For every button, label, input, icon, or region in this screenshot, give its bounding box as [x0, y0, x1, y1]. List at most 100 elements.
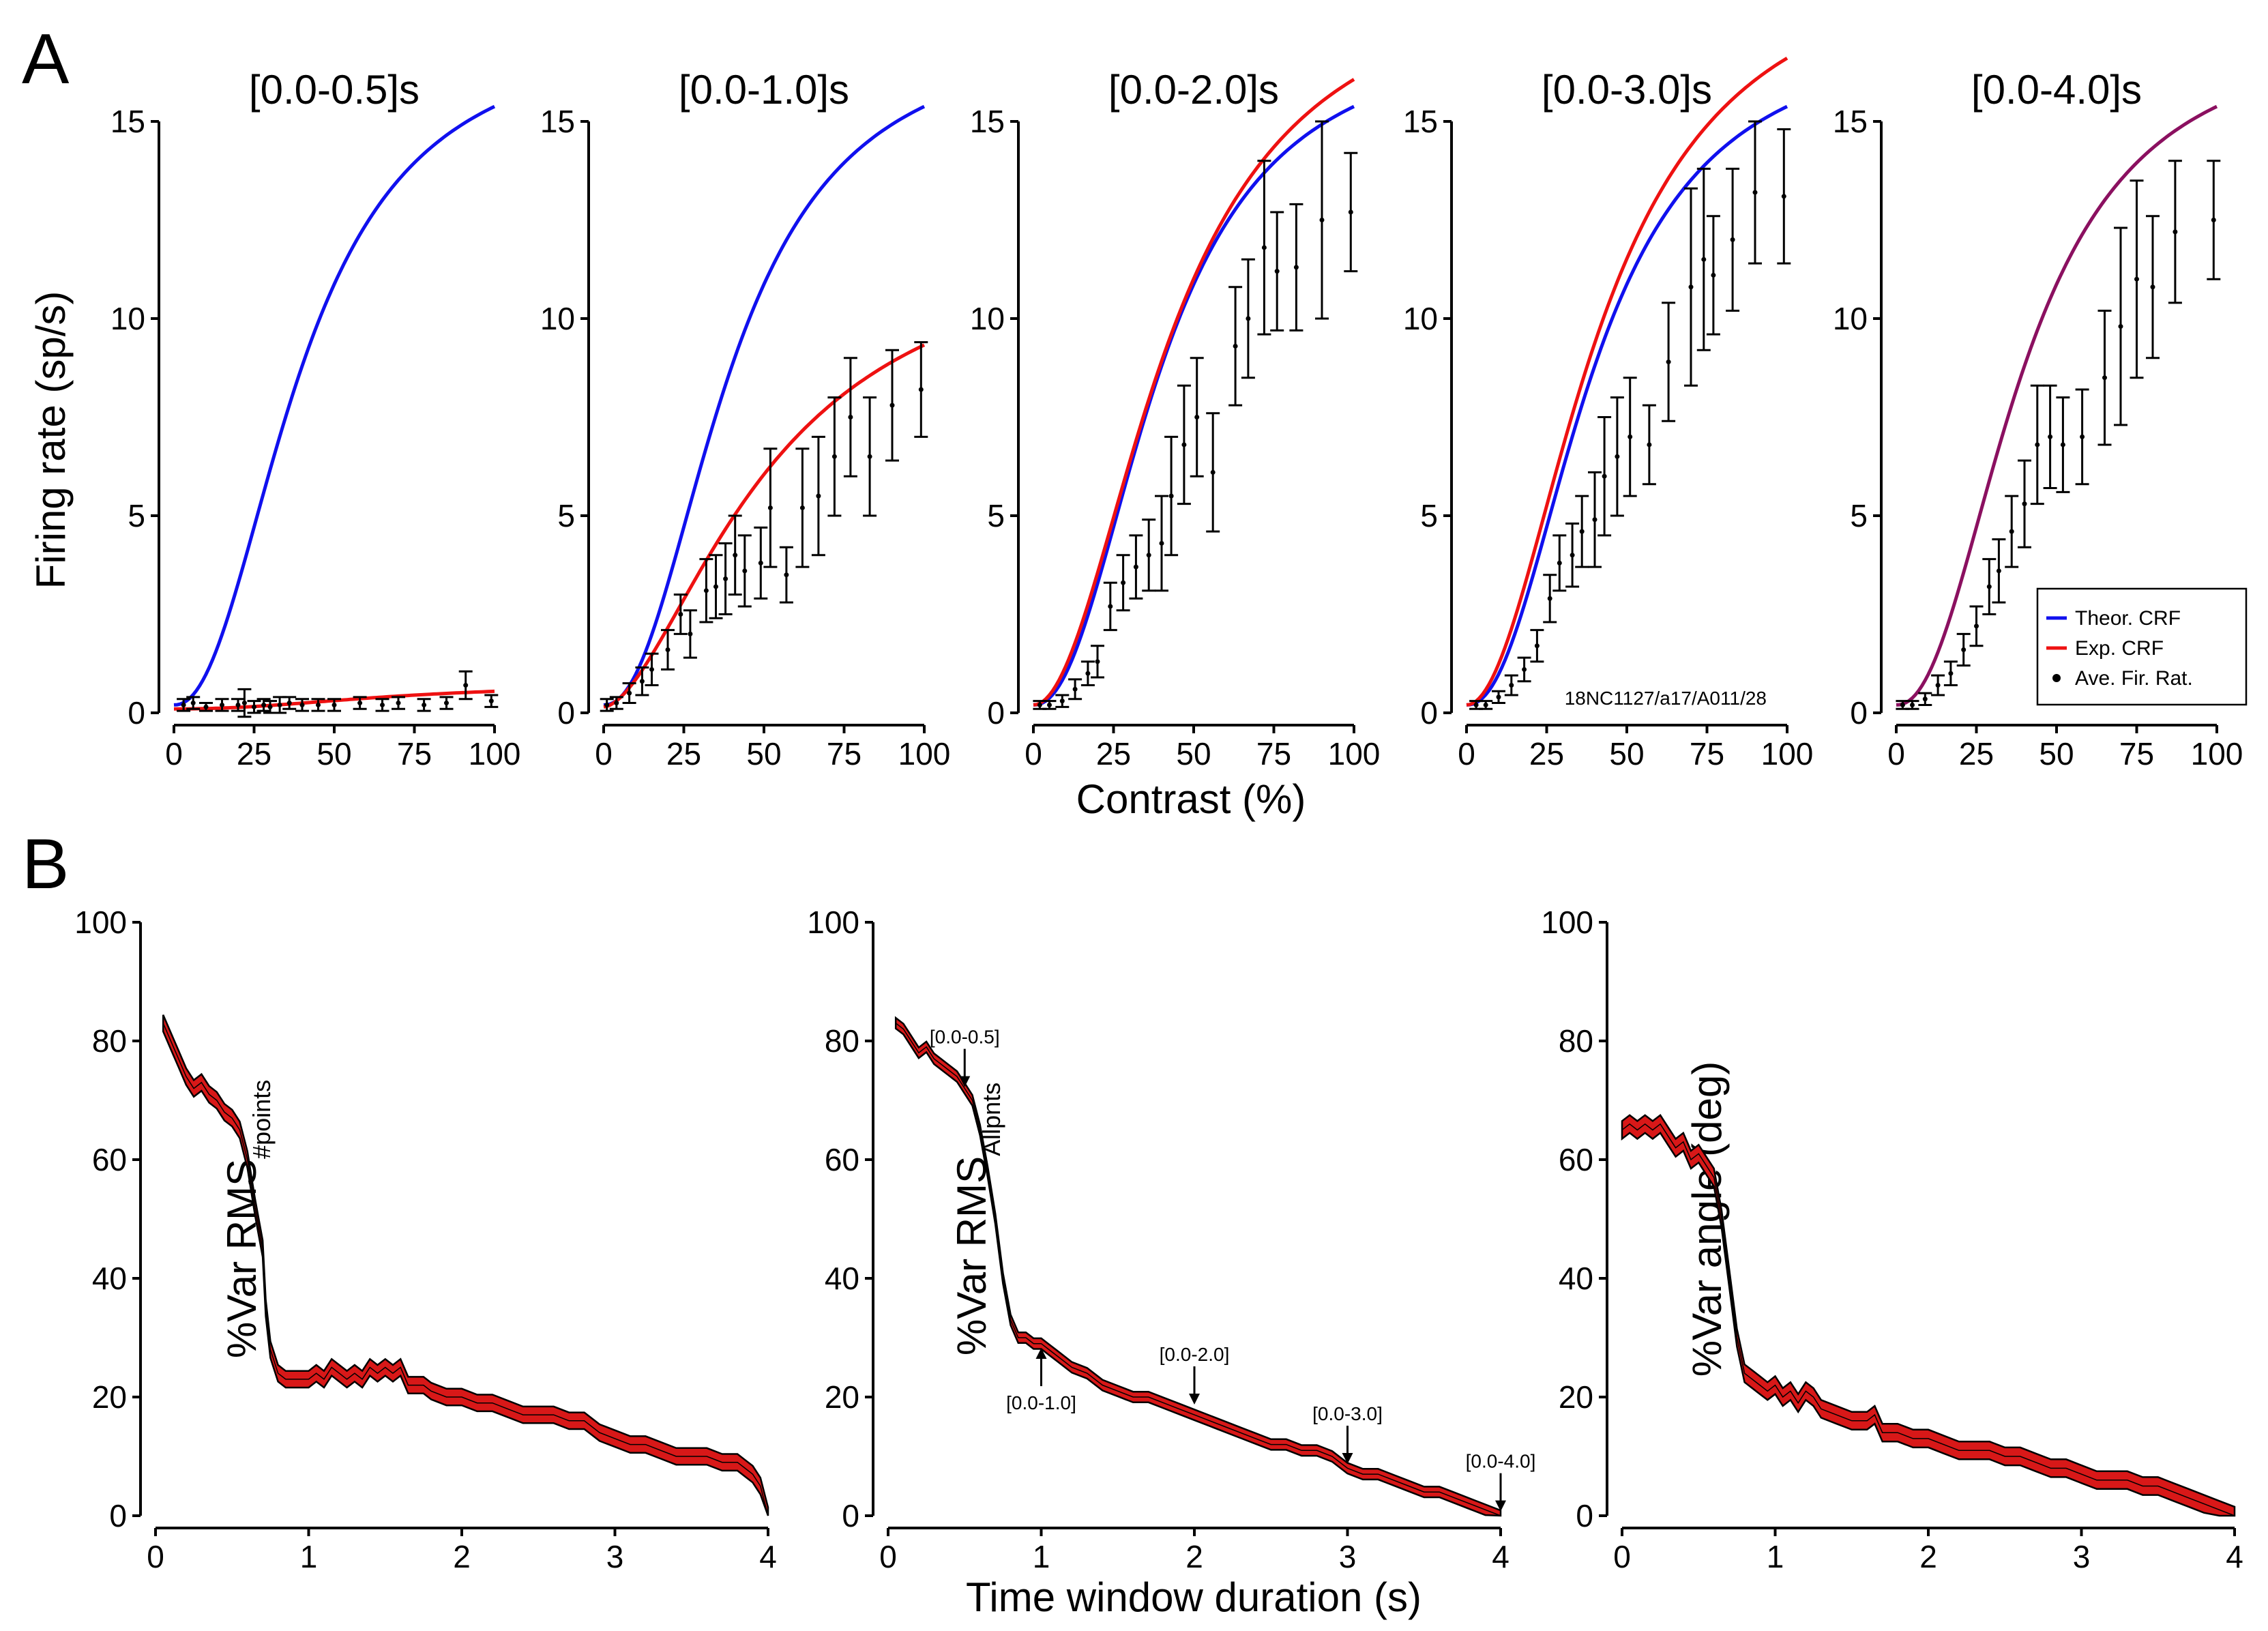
- y-tick-label: 20: [825, 1379, 859, 1415]
- data-point: [767, 505, 773, 510]
- chart-a5: Theor. CRF Exp. CRF Ave. Fir. Rat. 0 5 10 1…: [1833, 67, 2248, 772]
- data-point: [277, 702, 282, 707]
- legend-label-ave: Ave. Fir. Rat.: [2075, 667, 2193, 690]
- data-point: [190, 701, 196, 706]
- y-tick-label: 10: [1403, 301, 1438, 336]
- data-point: [1095, 659, 1100, 664]
- data-point: [816, 493, 821, 499]
- y-tick-label: 100: [807, 905, 859, 940]
- data-point: [463, 683, 469, 688]
- data-point: [1922, 696, 1928, 702]
- y-tick-label: 15: [970, 104, 1005, 139]
- data-point: [2022, 501, 2027, 507]
- data-point: [1233, 343, 1238, 349]
- data-point: [703, 588, 709, 593]
- panel-a-x-axis-label: Contrast (%): [1076, 776, 1306, 822]
- data-point: [1961, 647, 1967, 653]
- data-point: [2102, 375, 2107, 381]
- data-point: [396, 701, 401, 706]
- data-point: [889, 402, 895, 408]
- data-point: [867, 454, 872, 459]
- data-point: [1159, 540, 1164, 546]
- y-tick-label: 15: [540, 104, 575, 139]
- theor-crf-line: [173, 104, 496, 707]
- data-point: [252, 704, 256, 709]
- y-tick-label: 40: [1559, 1261, 1593, 1296]
- data-point: [2080, 434, 2085, 439]
- data-point: [299, 702, 305, 707]
- variance-line: [162, 1023, 769, 1516]
- data-point: [1986, 584, 1992, 589]
- data-point: [649, 666, 654, 672]
- data-point: [614, 701, 619, 706]
- y-tick-label: 60: [92, 1142, 127, 1177]
- x-tick-label: 50: [746, 736, 781, 772]
- data-point: [742, 568, 748, 574]
- y-tick-label: 5: [1420, 498, 1438, 533]
- data-point: [784, 572, 789, 578]
- x-tick-label: 25: [1096, 736, 1131, 772]
- data-point: [1935, 683, 1941, 688]
- data-point: [1348, 209, 1353, 215]
- x-tick-label: 0: [1025, 736, 1042, 772]
- exp-crf-line: [1033, 78, 1355, 707]
- data-point: [604, 702, 610, 707]
- data-point: [357, 701, 363, 706]
- data-point: [488, 699, 494, 704]
- data-point: [1121, 580, 1126, 585]
- exp-crf-line: [1466, 57, 1788, 707]
- data-point: [1274, 269, 1280, 274]
- y-tick-label: 0: [557, 695, 575, 731]
- data-point: [1496, 694, 1501, 700]
- data-point: [444, 701, 449, 706]
- data-point: [181, 702, 186, 707]
- data-point: [1628, 434, 1633, 439]
- data-point: [2150, 284, 2155, 290]
- data-point: [665, 647, 671, 653]
- x-tick-label: 75: [1690, 736, 1724, 772]
- data-point: [2211, 218, 2216, 222]
- x-tick-label: 0: [165, 736, 183, 772]
- data-point: [1483, 702, 1488, 707]
- data-point: [1647, 442, 1652, 447]
- data-point: [1996, 568, 2001, 574]
- x-tick-label: 50: [1176, 736, 1211, 772]
- y-tick-label: 10: [111, 301, 145, 336]
- y-tick-label: 80: [825, 1023, 859, 1059]
- y-tick-label: 10: [970, 301, 1005, 336]
- data-point: [1701, 256, 1707, 262]
- data-point: [2048, 434, 2053, 439]
- panel-title: [0.0-3.0]s: [1542, 67, 1712, 113]
- data-point: [1261, 245, 1267, 250]
- data-point: [1059, 699, 1065, 704]
- data-point: [831, 454, 837, 459]
- y-tick-label: 100: [1541, 905, 1593, 940]
- data-point: [713, 584, 718, 589]
- data-point: [1509, 683, 1514, 688]
- x-tick-label: 2: [453, 1539, 471, 1574]
- panel-b-letter: B: [22, 825, 69, 904]
- data-point: [1666, 359, 1671, 365]
- data-point: [422, 702, 427, 707]
- data-point: [2060, 442, 2065, 447]
- data-point: [1592, 517, 1597, 523]
- annotation-label: [0.0-4.0]: [1466, 1451, 1536, 1472]
- x-tick-label: 1: [1767, 1539, 1784, 1574]
- x-tick-label: 0: [595, 736, 613, 772]
- theor-crf-line: [603, 104, 926, 707]
- y-tick-label: 20: [92, 1379, 127, 1415]
- x-tick-label: 3: [1339, 1539, 1357, 1574]
- data-point: [241, 701, 247, 706]
- y-tick-label: 60: [825, 1142, 859, 1177]
- x-tick-label: 0: [879, 1539, 897, 1574]
- data-point: [1547, 596, 1552, 601]
- y-tick-label: 80: [1559, 1023, 1593, 1059]
- data-point: [723, 576, 728, 581]
- x-tick-label: 100: [2191, 736, 2243, 772]
- data-point: [627, 690, 632, 696]
- panel-title: [0.0-2.0]s: [1108, 67, 1279, 113]
- y-tick-label: 5: [987, 498, 1005, 533]
- data-point: [332, 702, 337, 707]
- annotation-arrowhead: [1342, 1453, 1353, 1465]
